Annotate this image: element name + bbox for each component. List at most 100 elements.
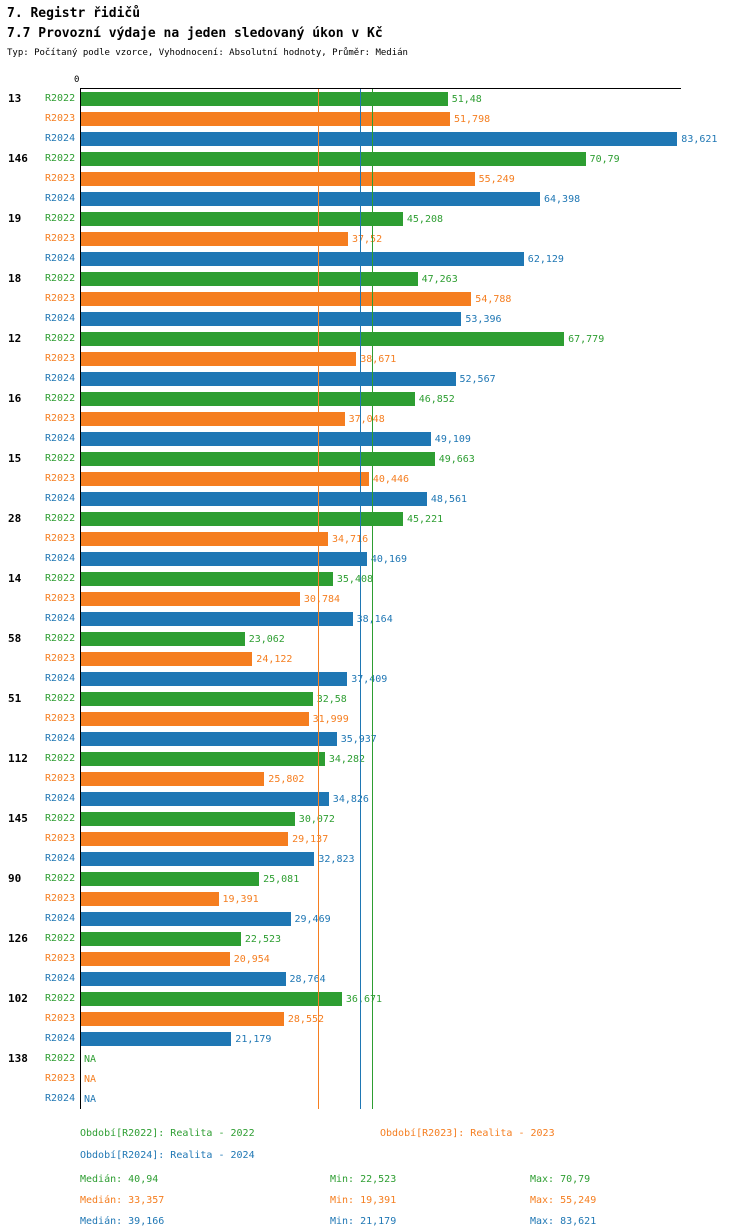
bar-area: 30,072 <box>80 809 750 829</box>
bar-r2024 <box>80 732 337 746</box>
bar-value-label: 30,784 <box>303 593 341 605</box>
bar-r2023 <box>80 652 253 666</box>
bar-r2023 <box>80 472 369 486</box>
report-title: 7. Registr řidičů <box>7 6 141 21</box>
chart-row: R2022 47,263 <box>0 269 750 289</box>
chart-row: R2024 34,826 <box>0 789 750 809</box>
bar-value-label: 32,823 <box>318 853 355 865</box>
chart-row: R2023 38,671 <box>0 349 750 369</box>
bar-area: 31,999 <box>80 709 750 729</box>
bar-area: 70,79 <box>80 149 750 169</box>
series-tick-label: R2023 <box>45 1073 76 1084</box>
series-tick-label: R2022 <box>45 513 76 524</box>
bar-r2022 <box>80 512 403 526</box>
bar-value-label: 70,79 <box>589 153 620 165</box>
chart-row: R2023 24,122 <box>0 649 750 669</box>
bar-r2024 <box>80 252 524 266</box>
chart-group: 51 R2022 32,58 R2023 31,999 R2024 35,937 <box>0 689 750 749</box>
chart-group: 145 R2022 30,072 R2023 29,137 R2024 32,823 <box>0 809 750 869</box>
chart-row: R2022 45,221 <box>0 509 750 529</box>
series-tick-label: R2024 <box>45 853 76 864</box>
series-tick-label: R2022 <box>45 933 76 944</box>
bar-area: 45,221 <box>80 509 750 529</box>
bar-value-label: 19,391 <box>222 893 259 905</box>
bar-value-label: 20,954 <box>233 953 270 965</box>
chart-legend: Období[R2022]: Realita - 2022 Období[R20… <box>80 1127 745 1227</box>
bar-area: 53,396 <box>80 309 750 329</box>
bar-value-label: 28,764 <box>289 973 326 985</box>
chart-row: R2024 49,109 <box>0 429 750 449</box>
bar-r2023 <box>80 172 475 186</box>
series-tick-label: R2022 <box>45 93 76 104</box>
series-tick-label: R2024 <box>45 733 76 744</box>
bar-value-label: 37,409 <box>351 673 388 685</box>
chart-group: 126 R2022 22,523 R2023 20,954 R2024 28,764 <box>0 929 750 989</box>
bar-r2023 <box>80 352 357 366</box>
bar-r2024 <box>80 792 329 806</box>
bar-r2024 <box>80 852 315 866</box>
bar-r2022 <box>80 872 260 886</box>
bar-value-label: 29,137 <box>292 833 329 845</box>
series-tick-label: R2024 <box>45 1093 76 1104</box>
group-label: 14 <box>8 572 22 585</box>
bar-area: 23,062 <box>80 629 750 649</box>
bar-area: 34,716 <box>80 529 750 549</box>
bar-r2022 <box>80 572 333 586</box>
chart-row: R2024 64,398 <box>0 189 750 209</box>
axis-zero-label: 0 <box>74 75 80 85</box>
group-label: 138 <box>8 1052 28 1065</box>
bar-area: 51,48 <box>80 89 750 109</box>
chart-row: R2024 28,764 <box>0 969 750 989</box>
bar-area: 49,663 <box>80 449 750 469</box>
series-tick-label: R2024 <box>45 553 76 564</box>
series-tick-label: R2022 <box>45 573 76 584</box>
chart-row: R2024 48,561 <box>0 489 750 509</box>
bar-area: 45,208 <box>80 209 750 229</box>
bar-area: 38,671 <box>80 349 750 369</box>
bar-r2023 <box>80 412 345 426</box>
bar-r2022 <box>80 152 586 166</box>
chart-row: R2023 34,716 <box>0 529 750 549</box>
chart-row: R2024 37,409 <box>0 669 750 689</box>
bar-r2024 <box>80 672 348 686</box>
bar-r2023 <box>80 292 472 306</box>
bar-r2023 <box>80 532 328 546</box>
bar-r2024 <box>80 912 291 926</box>
stat-median-r2024: Medián: 39,166 <box>80 1216 165 1227</box>
series-tick-label: R2024 <box>45 1033 76 1044</box>
bar-r2022 <box>80 932 241 946</box>
report-header: 7. Registr řidičů 7.7 Provozní výdaje na… <box>7 4 408 59</box>
chart-group: 112 R2022 34,282 R2023 25,802 R2024 34,826 <box>0 749 750 809</box>
chart-group: 13 R2022 51,48 R2023 51,798 R2024 83,621 <box>0 89 750 149</box>
chart-row: R2023 54,788 <box>0 289 750 309</box>
bar-area: 52,567 <box>80 369 750 389</box>
bar-value-label: 45,208 <box>406 213 444 225</box>
bar-area: 40,169 <box>80 549 750 569</box>
bar-r2022 <box>80 92 448 106</box>
bar-area: 62,129 <box>80 249 750 269</box>
series-tick-label: R2024 <box>45 433 76 444</box>
chart-row: R2022 25,081 <box>0 869 750 889</box>
series-tick-label: R2023 <box>45 953 76 964</box>
bar-area: 37,52 <box>80 229 750 249</box>
bar-value-label: 24,122 <box>256 653 293 665</box>
series-tick-label: R2023 <box>45 1013 76 1024</box>
bar-area: 22,523 <box>80 929 750 949</box>
bar-value-label: 23,062 <box>248 633 285 645</box>
bar-r2024 <box>80 1032 232 1046</box>
series-tick-label: R2023 <box>45 593 76 604</box>
series-tick-label: R2024 <box>45 193 76 204</box>
series-tick-label: R2022 <box>45 333 76 344</box>
bar-area: 32,58 <box>80 689 750 709</box>
bar-area: 64,398 <box>80 189 750 209</box>
bar-area: 30,784 <box>80 589 750 609</box>
chart-group: 58 R2022 23,062 R2023 24,122 R2024 37,409 <box>0 629 750 689</box>
bar-value-label: 53,396 <box>465 313 502 325</box>
series-tick-label: R2024 <box>45 673 76 684</box>
chart-row: R2022 23,062 <box>0 629 750 649</box>
stat-max-r2022: Max: 70,79 <box>530 1174 591 1185</box>
bar-value-label: 36,671 <box>345 993 383 1005</box>
bar-area: 83,621 <box>80 129 750 149</box>
chart-row: R2023 51,798 <box>0 109 750 129</box>
bar-area: 34,826 <box>80 789 750 809</box>
